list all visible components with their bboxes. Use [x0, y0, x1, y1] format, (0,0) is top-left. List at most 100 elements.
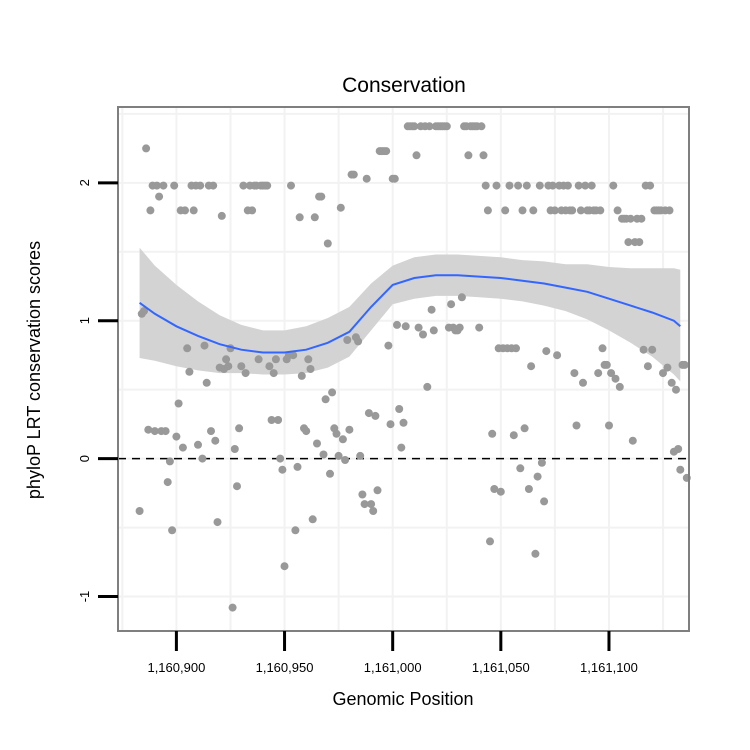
data-point [536, 182, 544, 190]
data-point [512, 344, 520, 352]
data-point [605, 422, 613, 430]
y-tick-label: 1 [77, 317, 92, 324]
data-point [201, 342, 209, 350]
data-point [170, 182, 178, 190]
data-point [497, 488, 505, 496]
data-point [181, 206, 189, 214]
data-point [382, 147, 390, 155]
data-point [599, 344, 607, 352]
data-point [506, 182, 514, 190]
data-point [538, 459, 546, 467]
y-axis: -1 0 1 2 [77, 179, 118, 602]
data-point [603, 361, 611, 369]
y-tick-label: 2 [77, 179, 92, 186]
data-point [363, 175, 371, 183]
data-point [482, 182, 490, 190]
data-point [274, 416, 282, 424]
data-point [672, 386, 680, 394]
data-point [527, 362, 535, 370]
data-point [179, 444, 187, 452]
data-point [218, 212, 226, 220]
data-point [480, 151, 488, 159]
data-point [637, 215, 645, 223]
data-point [302, 427, 310, 435]
data-point [276, 455, 284, 463]
data-point [510, 431, 518, 439]
data-point [224, 362, 232, 370]
data-point [341, 456, 349, 464]
data-point [648, 346, 656, 354]
data-point [534, 473, 542, 481]
data-point [255, 355, 263, 363]
data-point [356, 452, 364, 460]
data-point [294, 463, 302, 471]
data-point [477, 122, 485, 130]
data-point [400, 419, 408, 427]
data-point [270, 369, 278, 377]
data-point [415, 324, 423, 332]
data-point [594, 369, 602, 377]
data-point [175, 400, 183, 408]
data-point [674, 445, 682, 453]
data-point [486, 537, 494, 545]
data-point [501, 206, 509, 214]
data-point [531, 550, 539, 558]
data-point [183, 344, 191, 352]
data-point [681, 361, 689, 369]
data-point [516, 464, 524, 472]
data-point [523, 182, 531, 190]
data-point [263, 182, 271, 190]
data-point [209, 182, 217, 190]
data-point [447, 300, 455, 308]
data-point [419, 331, 427, 339]
data-point [629, 437, 637, 445]
data-point [458, 293, 466, 301]
data-point [464, 151, 472, 159]
data-point [198, 455, 206, 463]
x-axis: 1,160,900 1,160,950 1,161,000 1,161,050 1,16… [147, 631, 637, 675]
data-point [265, 362, 273, 370]
data-point [168, 526, 176, 534]
data-point [570, 369, 578, 377]
data-point [393, 321, 401, 329]
y-tick-label: 0 [77, 455, 92, 462]
data-point [172, 433, 180, 441]
data-point [214, 518, 222, 526]
data-point [358, 491, 366, 499]
data-point [307, 365, 315, 373]
data-point [369, 507, 377, 515]
data-point [298, 372, 306, 380]
data-point [443, 122, 451, 130]
data-point [456, 324, 464, 332]
data-point [278, 466, 286, 474]
data-point [371, 412, 379, 420]
data-point [540, 497, 548, 505]
data-point [185, 368, 193, 376]
data-point [367, 500, 375, 508]
data-point [635, 238, 643, 246]
data-point [304, 355, 312, 363]
data-point [328, 388, 336, 396]
data-point [644, 362, 652, 370]
data-point [320, 451, 328, 459]
data-point [395, 405, 403, 413]
data-point [588, 182, 596, 190]
data-point [333, 430, 341, 438]
data-point [222, 355, 230, 363]
data-point [519, 206, 527, 214]
data-point [235, 424, 243, 432]
data-point [242, 369, 250, 377]
data-point [387, 420, 395, 428]
data-point [211, 437, 219, 445]
x-tick-label: 1,160,900 [147, 660, 205, 675]
data-point [676, 466, 684, 474]
x-tick-label: 1,161,050 [472, 660, 530, 675]
data-point [142, 144, 150, 152]
data-point [384, 342, 392, 350]
x-tick-label: 1,161,000 [364, 660, 422, 675]
x-tick-label: 1,160,950 [256, 660, 314, 675]
data-point [350, 171, 358, 179]
data-point [203, 379, 211, 387]
data-point [196, 182, 204, 190]
y-tick-label: -1 [77, 591, 92, 603]
